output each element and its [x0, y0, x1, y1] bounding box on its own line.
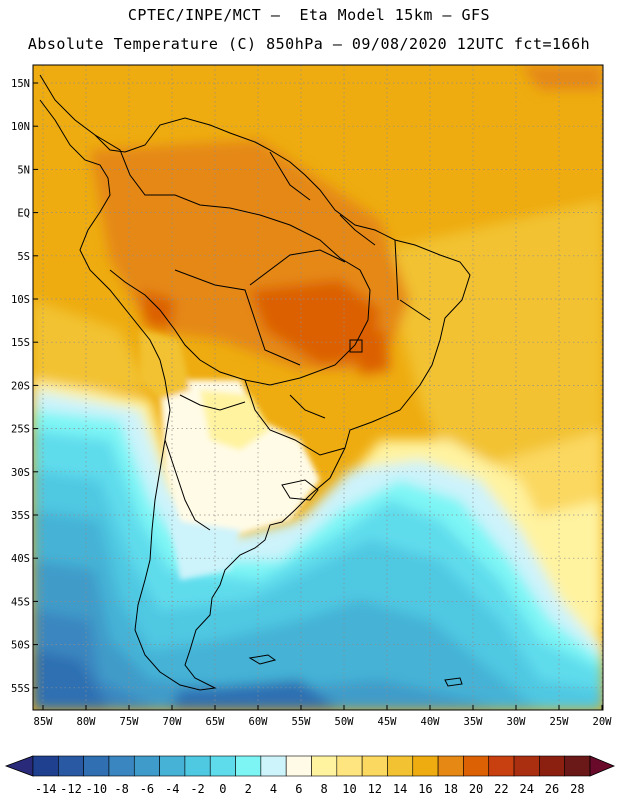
colorbar-labels: -14 -12 -10 -8 -6 -4 -2 0 2 4 6 8 10 12 14 16 18 20 22 24 26…: [35, 782, 585, 796]
colorbar-swatch: [58, 755, 84, 777]
lat-label: 35S: [11, 510, 30, 522]
lat-label: 40S: [11, 553, 30, 565]
colorbar-tick-label: 8: [321, 782, 328, 796]
lat-lon-grid: [33, 65, 603, 710]
lon-label: 30W: [507, 716, 527, 728]
colorbar: [4, 755, 616, 777]
colorbar-tick-label: 18: [444, 782, 458, 796]
colorbar-swatch: [361, 755, 388, 777]
lat-label: 55S: [11, 683, 30, 695]
colorbar-tick-label: 6: [295, 782, 302, 796]
colorbar-tick-label: 26: [545, 782, 559, 796]
colorbar-swatch: [235, 755, 262, 777]
latitude-axis: 15N 10N 5N EQ 5S 10S 15S 20S 25S 30S 35S 40S 45S 50S 5…: [11, 78, 38, 695]
lon-label: 75W: [120, 716, 140, 728]
lat-label: 25S: [11, 424, 30, 436]
colorbar-swatch: [513, 755, 540, 777]
lon-label: 40W: [421, 716, 441, 728]
colorbar-min-arrow: [4, 755, 34, 777]
colorbar-swatch: [463, 755, 490, 777]
colorbar-tick-label: 20: [469, 782, 483, 796]
map-frame: [32, 64, 604, 711]
colorbar-tick-label: 14: [393, 782, 407, 796]
colorbar-tick-label: -14: [35, 782, 57, 796]
colorbar-swatch: [83, 755, 110, 777]
colorbar-tick-label: 24: [519, 782, 533, 796]
lon-label: 65W: [206, 716, 226, 728]
lat-label: 30S: [11, 467, 30, 479]
lat-label: EQ: [17, 208, 30, 220]
lon-label: 35W: [464, 716, 484, 728]
colorbar-tick-label: 2: [245, 782, 252, 796]
temperature-field: [33, 65, 603, 710]
colorbar-tick-label: -2: [190, 782, 204, 796]
colorbar-swatch: [108, 755, 135, 777]
colorbar-swatch: [184, 755, 211, 777]
chart-title: CPTEC/INPE/MCT – Eta Model 15km – GFS: [127, 6, 491, 24]
colorbar-max-arrow: [589, 755, 616, 777]
lat-label: 20S: [11, 380, 30, 392]
colorbar-tick-label: 16: [418, 782, 432, 796]
colorbar-swatch: [209, 755, 236, 777]
lon-label: 80W: [77, 716, 97, 728]
chart-subtitle: Absolute Temperature (C) 850hPa – 09/08/…: [27, 35, 591, 53]
lat-label: 15N: [11, 78, 30, 90]
colorbar-tick-label: -12: [60, 782, 82, 796]
lon-label: 55W: [292, 716, 312, 728]
colorbar-swatch: [133, 755, 160, 777]
colorbar-swatch: [437, 755, 464, 777]
colorbar-swatch: [32, 755, 59, 777]
lat-label: 45S: [11, 596, 30, 608]
coastline: [39, 74, 471, 691]
colorbar-tick-label: -8: [114, 782, 128, 796]
colorbar-swatch: [336, 755, 363, 777]
lon-label: 50W: [335, 716, 355, 728]
colorbar-tick-label: 22: [494, 782, 508, 796]
colorbar-swatch: [539, 755, 565, 777]
colorbar-swatch: [564, 755, 591, 777]
lat-label: 10S: [11, 294, 30, 306]
lon-label: 85W: [34, 716, 54, 728]
lon-label: 70W: [163, 716, 183, 728]
lon-label: 25W: [550, 716, 570, 728]
colorbar-tick-label: 0: [219, 782, 226, 796]
colorbar-swatch: [488, 755, 515, 777]
colorbar-tick-label: -10: [85, 782, 107, 796]
colorbar-swatch: [311, 755, 338, 777]
colorbar-tick-label: -6: [140, 782, 154, 796]
lon-label: 60W: [249, 716, 269, 728]
colorbar-tick-label: 4: [270, 782, 277, 796]
lon-label: 45W: [378, 716, 398, 728]
colorbar-swatch: [159, 755, 186, 777]
colorbar-tick-label: 12: [368, 782, 382, 796]
colorbar-tick-label: -4: [165, 782, 179, 796]
lat-label: 5S: [17, 251, 30, 263]
lon-label: 20W: [593, 716, 613, 728]
lat-label: 5N: [17, 164, 30, 176]
lat-label: 50S: [11, 640, 30, 652]
colorbar-swatch: [285, 755, 312, 777]
colorbar-swatch: [260, 755, 287, 777]
lat-label: 15S: [11, 337, 30, 349]
colorbar-tick-label: 28: [570, 782, 584, 796]
colorbar-tick-label: 10: [342, 782, 356, 796]
colorbar-swatch: [412, 755, 439, 777]
longitude-axis: 85W 80W 75W 70W 65W 60W 55W 50W 45W 40W 35W 30W 25W 2…: [34, 705, 613, 728]
colorbar-swatch: [387, 755, 414, 777]
lat-label: 10N: [11, 121, 30, 133]
